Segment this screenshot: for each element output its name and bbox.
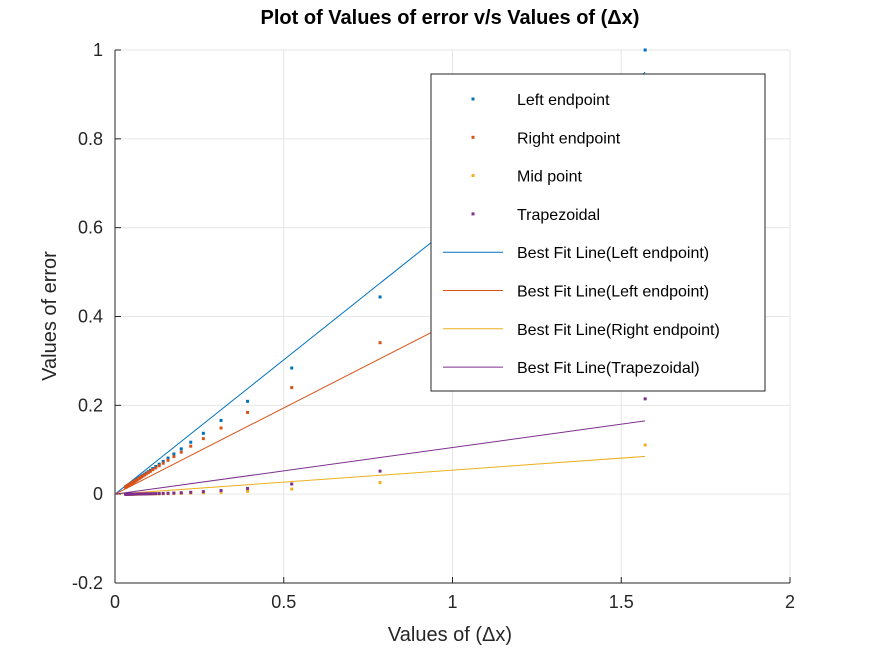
data-point-left-endpoint	[161, 459, 165, 463]
data-point-right-endpoint	[189, 444, 193, 448]
data-point-left-endpoint	[189, 440, 193, 444]
legend-label: Best Fit Line(Left endpoint)	[517, 245, 709, 262]
data-point-left-endpoint	[179, 447, 183, 451]
data-point-right-endpoint	[146, 471, 150, 475]
data-point-right-endpoint	[219, 426, 223, 430]
data-point-right-endpoint	[172, 455, 176, 459]
data-point-trapezoidal	[219, 489, 223, 493]
x-tick-label: 0.5	[271, 592, 296, 612]
data-point-trapezoidal	[146, 492, 150, 496]
data-point-left-endpoint	[172, 452, 176, 456]
data-point-trapezoidal	[157, 492, 161, 496]
data-point-right-endpoint	[378, 341, 382, 345]
legend-swatch-marker	[471, 212, 475, 216]
data-point-right-endpoint	[166, 458, 170, 462]
x-tick-label: 2	[785, 592, 795, 612]
legend-label: Best Fit Line(Trapezoidal)	[517, 360, 700, 377]
data-point-trapezoidal	[154, 492, 158, 496]
data-point-right-endpoint	[179, 450, 183, 454]
data-point-trapezoidal	[246, 486, 250, 490]
y-tick-label: 0.6	[78, 218, 103, 238]
legend-label: Best Fit Line(Right endpoint)	[517, 322, 720, 339]
legend-swatch-marker	[471, 174, 475, 178]
y-tick-label: -0.2	[72, 573, 103, 593]
y-tick-label: 0.4	[78, 307, 103, 327]
legend-label: Mid point	[517, 169, 582, 186]
data-point-trapezoidal	[151, 492, 155, 496]
y-tick-label: 0.8	[78, 129, 103, 149]
data-point-trapezoidal	[142, 492, 146, 496]
y-tick-label: 1	[93, 40, 103, 60]
data-point-mid-point	[246, 489, 250, 493]
legend-swatch-marker	[471, 97, 475, 101]
data-point-mid-point	[290, 487, 294, 491]
data-point-right-endpoint	[201, 437, 205, 441]
data-point-trapezoidal	[124, 492, 128, 496]
data-point-right-endpoint	[148, 469, 152, 473]
chart-title: Plot of Values of error v/s Values of (Δ…	[261, 7, 640, 29]
x-tick-label: 0	[110, 592, 120, 612]
data-point-right-endpoint	[290, 386, 294, 390]
series-line-best-fit-line-trapezoidal-7	[114, 420, 646, 495]
legend-swatch-marker	[471, 135, 475, 139]
legend-box	[430, 73, 766, 392]
data-point-trapezoidal	[172, 491, 176, 495]
legend: Left endpoint Right endpoint Mid point Trap…	[430, 73, 766, 392]
data-point-trapezoidal	[378, 469, 382, 473]
data-point-trapezoidal	[179, 491, 183, 495]
data-point-left-endpoint	[378, 295, 382, 299]
data-point-left-endpoint	[219, 418, 223, 422]
data-point-left-endpoint	[201, 431, 205, 435]
series-line-best-fit-line-right-endpoint-6	[114, 455, 646, 495]
x-axis-label: Values of (Δx)	[388, 624, 512, 646]
y-tick-label: 0	[93, 484, 103, 504]
data-point-right-endpoint	[161, 461, 165, 465]
data-point-left-endpoint	[290, 366, 294, 370]
data-point-right-endpoint	[144, 472, 148, 476]
data-point-mid-point	[643, 443, 647, 447]
legend-label: Best Fit Line(Left endpoint)	[517, 284, 709, 301]
y-axis-label: Values of error	[39, 251, 61, 381]
data-point-trapezoidal	[643, 397, 647, 401]
data-points	[124, 48, 647, 496]
x-tick-label: 1	[447, 592, 457, 612]
data-point-trapezoidal	[201, 490, 205, 494]
data-point-right-endpoint	[157, 464, 161, 468]
data-point-left-endpoint	[157, 462, 161, 466]
data-point-right-endpoint	[151, 468, 155, 472]
data-point-trapezoidal	[161, 491, 165, 495]
legend-label: Left endpoint	[517, 92, 610, 109]
legend-label: Trapezoidal	[517, 207, 600, 224]
data-point-mid-point	[219, 490, 223, 494]
data-point-right-endpoint	[124, 485, 128, 489]
data-point-trapezoidal	[189, 490, 193, 494]
data-point-right-endpoint	[142, 473, 146, 477]
y-tick-label: 0.2	[78, 395, 103, 415]
data-point-trapezoidal	[166, 491, 170, 495]
x-tick-label: 1.5	[609, 592, 634, 612]
data-point-left-endpoint	[246, 399, 250, 403]
data-point-left-endpoint	[166, 456, 170, 460]
data-point-trapezoidal	[144, 492, 148, 496]
data-point-left-endpoint	[643, 48, 647, 52]
data-point-trapezoidal	[290, 482, 294, 486]
data-point-trapezoidal	[148, 492, 152, 496]
legend-label: Right endpoint	[517, 130, 621, 147]
data-point-right-endpoint	[154, 466, 158, 470]
data-point-right-endpoint	[246, 410, 250, 414]
data-point-mid-point	[378, 481, 382, 485]
ticks: 0 0.5 1 1.5 2 -0.2 0 0.2 0.4 0.6 0.8 1	[72, 40, 795, 612]
